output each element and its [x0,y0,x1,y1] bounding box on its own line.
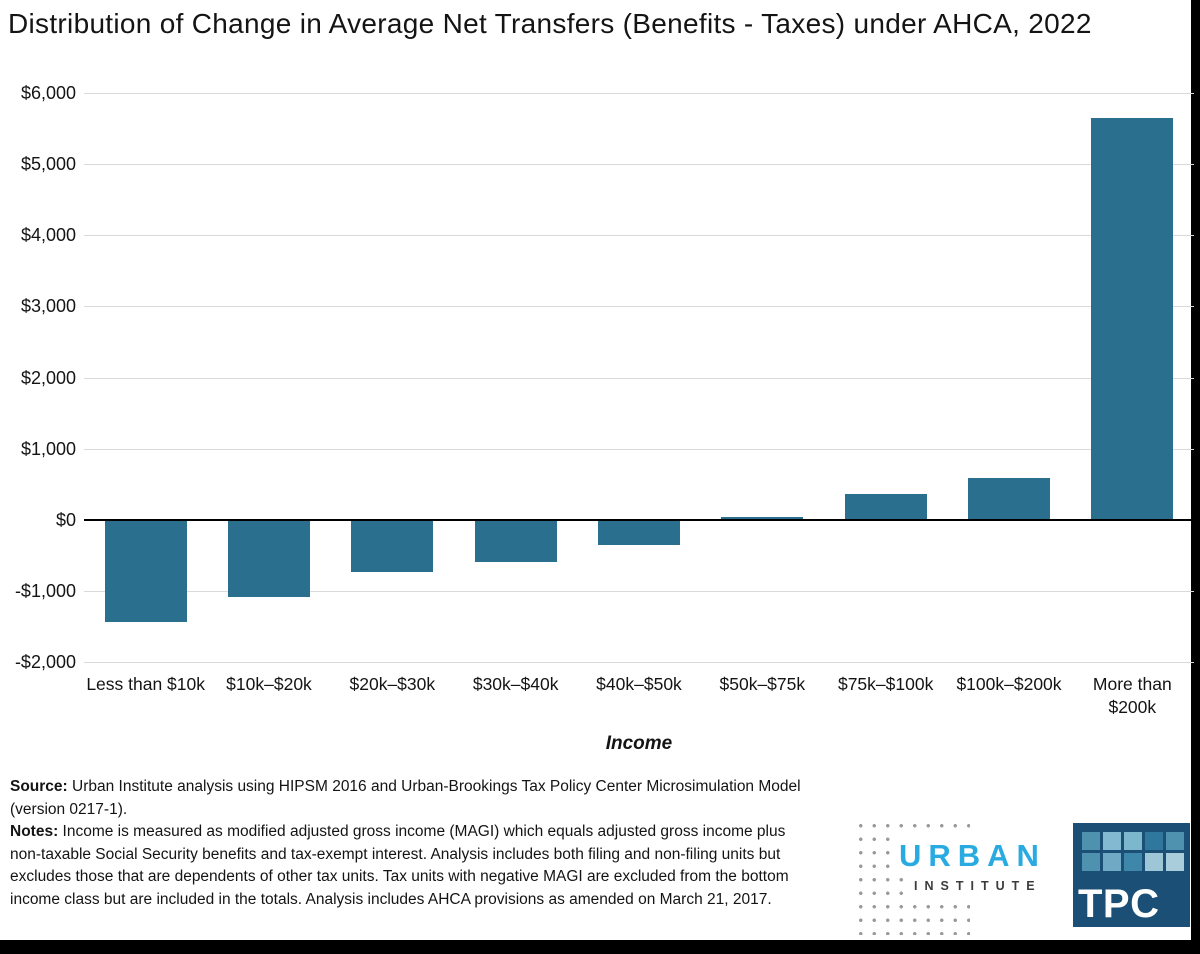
tpc-logo-square-grid [1082,832,1184,871]
bar [228,519,310,597]
gridline [84,590,1194,592]
x-axis-category-label: $30k–$40k [472,674,559,694]
tpc-logo-square [1082,832,1100,850]
tpc-logo: TPC [1073,823,1190,927]
urban-logo-institute-text: INSTITUTE [908,876,1044,896]
y-axis-tick-label: -$1,000 [14,580,76,601]
bar [968,477,1050,520]
notes-text: Income is measured as modified adjusted … [10,823,789,908]
bar [351,519,434,573]
x-axis-category-label: $100k–$200k [956,674,1062,694]
y-axis-tick-label: $5,000 [20,154,76,175]
tpc-logo-square [1145,832,1163,850]
bar [721,516,804,520]
gridline [84,93,1194,94]
y-axis-tick-label: $4,000 [20,225,76,246]
x-axis-category-label: $10k–$20k [226,674,312,694]
zero-axis-line [84,518,1194,521]
gridline [84,448,1194,450]
bar [844,494,927,520]
tpc-logo-square [1082,853,1100,871]
source-note: Source: Urban Institute analysis using H… [10,776,808,821]
tpc-logo-square [1103,853,1121,871]
right-border [1191,0,1200,954]
y-axis-tick-label: $2,000 [20,367,76,388]
tpc-logo-square [1166,832,1184,850]
plot-area [84,93,1194,663]
gridline [84,235,1194,237]
y-axis-tick-label: $1,000 [20,438,76,459]
tpc-logo-wordmark: TPC [1078,882,1160,926]
y-axis-tick-label: $0 [55,509,76,530]
x-axis-category-label: Less than $10k [86,674,206,694]
urban-institute-logo: URBAN INSTITUTE [850,815,1050,937]
bar [474,519,557,562]
x-axis-category-label: More than $200k [1092,674,1172,717]
x-axis-category-label: $40k–$50k [596,674,682,694]
source-text: Urban Institute analysis using HIPSM 201… [10,778,801,818]
gridline [84,377,1194,379]
urban-logo-wordmark: URBAN [891,835,1048,877]
y-axis-tick-label: $3,000 [20,296,76,317]
bar [1091,117,1174,520]
gridline [84,662,1194,663]
tpc-logo-square [1124,853,1142,871]
bar [104,519,187,623]
x-axis-category-label: $50k–$75k [719,674,806,694]
chart-title: Distribution of Change in Average Net Tr… [8,8,1092,39]
footer-notes: Source: Urban Institute analysis using H… [10,776,808,911]
y-axis-tick-label: $6,000 [20,83,76,103]
x-axis-title: Income [605,733,673,754]
gridline [84,164,1194,166]
tpc-logo-square [1145,853,1163,871]
tpc-logo-square [1166,853,1184,871]
tpc-logo-square [1124,832,1142,850]
notes-label: Notes: [10,823,59,840]
tpc-logo-square [1103,832,1121,850]
x-axis-category-label: $20k–$30k [349,674,436,694]
gridline [84,306,1194,308]
y-axis-tick-label: -$2,000 [14,652,76,672]
x-axis-category-label: $75k–$100k [837,674,934,694]
source-label: Source: [10,778,68,795]
bottom-border [0,940,1200,954]
bar [598,519,680,546]
notes-note: Notes: Income is measured as modified ad… [10,821,808,911]
